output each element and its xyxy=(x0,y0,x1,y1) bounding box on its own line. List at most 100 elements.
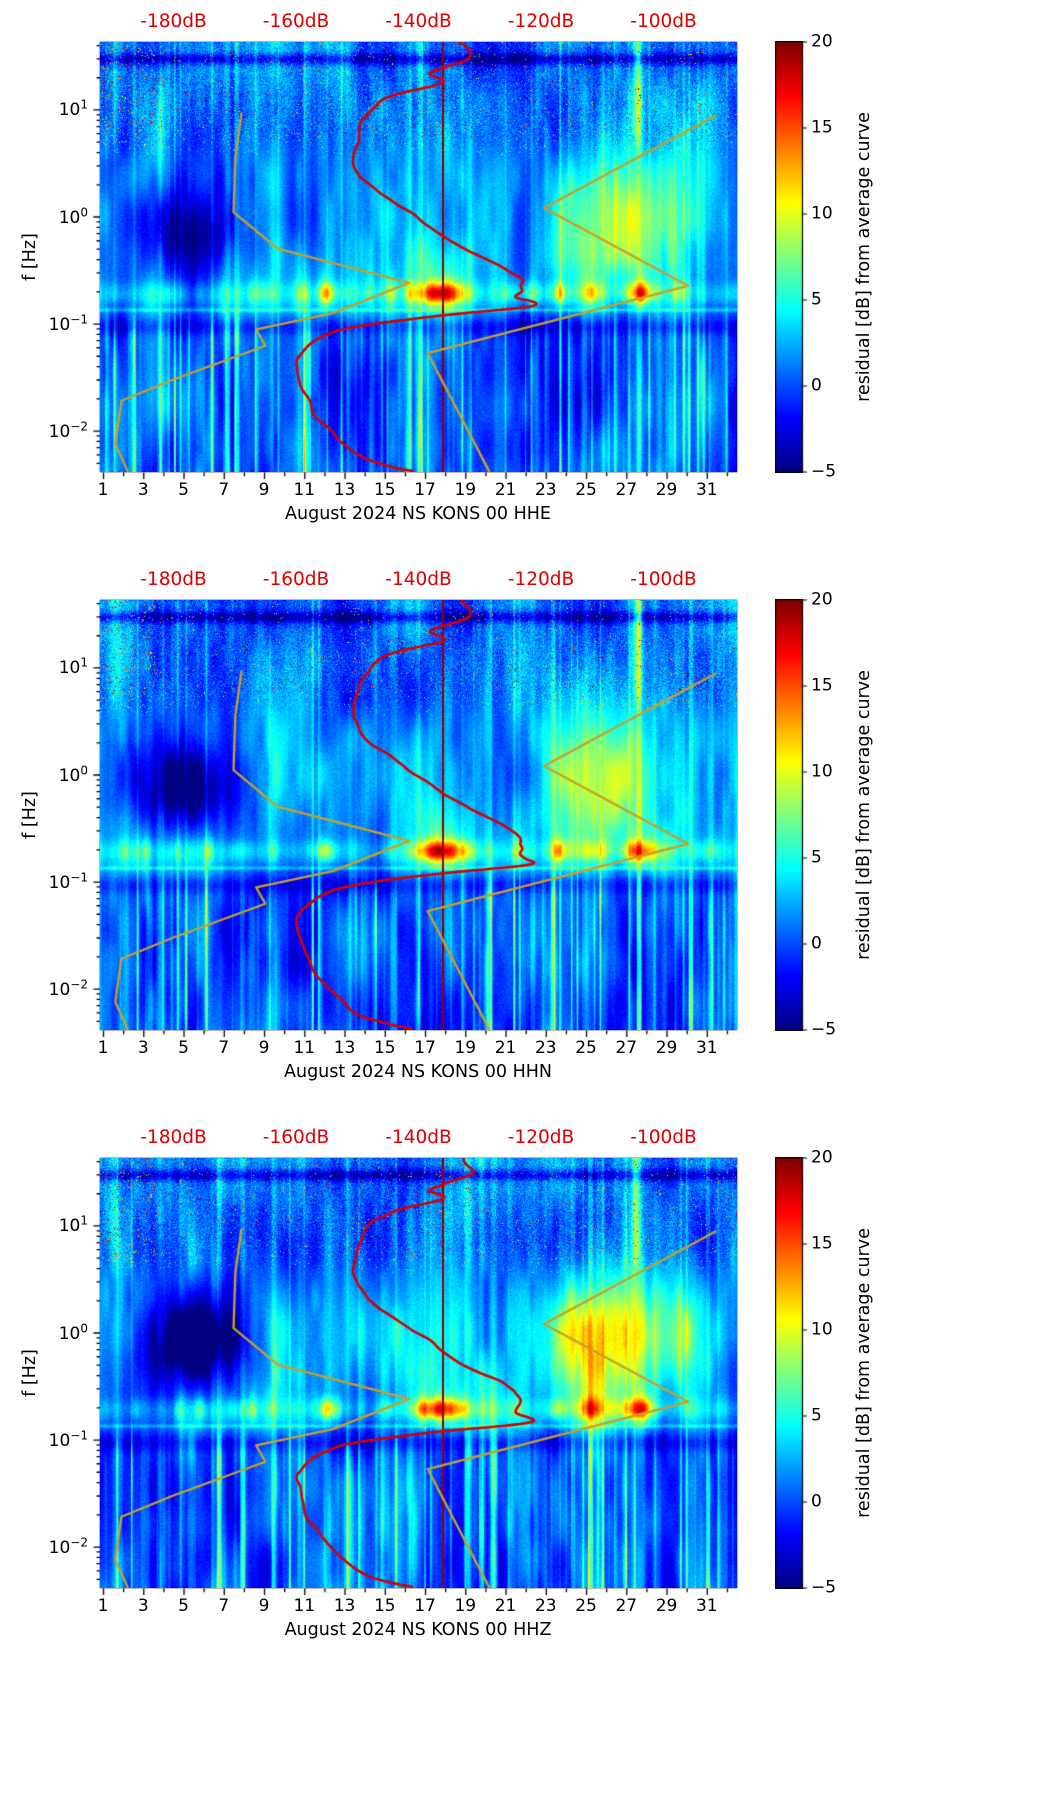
colorbar-gradient xyxy=(775,599,809,1031)
x-tick-label: 21 xyxy=(494,1038,517,1058)
x-tick-label: 29 xyxy=(655,480,678,500)
x-tick-label: 31 xyxy=(695,1038,718,1058)
colorbar-tick-label: 0 xyxy=(811,375,822,396)
top-db-tick-label: -140dB xyxy=(385,11,452,32)
y-tick-label: 100 xyxy=(58,204,88,228)
colorbar-tick-label: −5 xyxy=(811,1019,837,1040)
x-tick-label: 21 xyxy=(494,1596,517,1616)
y-tick-label: 10−2 xyxy=(48,418,88,442)
spectrogram-heatmap xyxy=(100,600,737,1030)
x-tick-label: 5 xyxy=(178,1038,189,1058)
x-tick-label: 25 xyxy=(575,1038,597,1058)
colorbar-label: residual [dB] from average curve xyxy=(854,670,874,960)
x-tick-label: 7 xyxy=(218,1596,230,1616)
colorbar-tick-label: 20 xyxy=(811,31,833,52)
x-tick-label: 17 xyxy=(414,1596,436,1616)
colorbar-tick-label: 0 xyxy=(811,1491,822,1512)
colorbar-tick-label: 10 xyxy=(811,1319,833,1340)
y-tick-label: 100 xyxy=(58,762,88,786)
x-tick-label: 11 xyxy=(293,1038,316,1058)
y-tick-label: 10−1 xyxy=(48,311,88,335)
colorbar-tick-label: 5 xyxy=(811,847,822,868)
x-tick-label: 25 xyxy=(575,1596,597,1616)
top-db-tick-label: -100dB xyxy=(630,11,697,32)
y-tick-label: 101 xyxy=(58,97,88,121)
x-tick-label: 13 xyxy=(333,1038,356,1058)
x-axis-label: August 2024 NS KONS 00 HHN xyxy=(284,1062,552,1082)
colorbar-tick-label: 15 xyxy=(811,1233,833,1254)
y-tick-label: 10−1 xyxy=(48,1427,88,1451)
x-tick-label: 11 xyxy=(293,480,316,500)
x-tick-label: 29 xyxy=(655,1038,678,1058)
colorbar-tick-label: 5 xyxy=(811,1405,822,1426)
colorbar-tick-label: 10 xyxy=(811,203,833,224)
y-axis-label: f [Hz] xyxy=(20,233,40,281)
colorbar-gradient xyxy=(775,1157,809,1589)
colorbar-tick-label: 15 xyxy=(811,675,833,696)
colorbar-tick-label: 10 xyxy=(811,761,833,782)
top-db-tick-label: -160dB xyxy=(262,1127,330,1148)
x-tick-label: 19 xyxy=(454,1596,477,1616)
top-db-tick-label: -120dB xyxy=(507,1127,575,1148)
x-tick-label: 29 xyxy=(655,1596,678,1616)
y-tick-label: 100 xyxy=(58,1320,88,1344)
y-tick-label: 10−2 xyxy=(48,1534,88,1558)
colorbar-tick-label: 5 xyxy=(811,289,822,310)
x-tick-label: 15 xyxy=(373,480,396,500)
y-tick-label: 10−2 xyxy=(48,976,88,1000)
x-tick-label: 23 xyxy=(534,1038,557,1058)
top-db-tick-label: -120dB xyxy=(507,11,575,32)
top-db-tick-label: -180dB xyxy=(140,1127,207,1148)
x-tick-label: 7 xyxy=(218,480,230,500)
top-db-tick-label: -160dB xyxy=(262,569,330,590)
x-tick-label: 9 xyxy=(258,1596,270,1616)
x-tick-label: 27 xyxy=(615,480,638,500)
x-tick-label: 1 xyxy=(97,1596,109,1616)
colorbar-tick-label: 20 xyxy=(811,589,833,610)
x-tick-label: 3 xyxy=(137,1596,149,1616)
top-db-tick-label: -140dB xyxy=(385,1127,452,1148)
x-tick-label: 15 xyxy=(373,1038,396,1058)
y-tick-label: 10−1 xyxy=(48,869,88,893)
colorbar-tick-label: 0 xyxy=(811,933,822,954)
x-tick-label: 5 xyxy=(178,480,189,500)
colorbar-tick-label: 15 xyxy=(811,117,833,138)
x-tick-label: 3 xyxy=(137,1038,149,1058)
x-tick-label: 13 xyxy=(333,480,356,500)
x-tick-label: 13 xyxy=(333,1596,356,1616)
x-tick-label: 9 xyxy=(258,480,270,500)
y-axis-label: f [Hz] xyxy=(20,1349,40,1397)
colorbar-tick-label: −5 xyxy=(811,1577,837,1598)
x-tick-label: 5 xyxy=(178,1596,189,1616)
x-tick-label: 11 xyxy=(293,1596,316,1616)
y-axis-label: f [Hz] xyxy=(20,791,40,839)
x-tick-label: 3 xyxy=(137,480,149,500)
colorbar-tick-label: −5 xyxy=(811,461,837,482)
top-db-tick-label: -120dB xyxy=(507,569,575,590)
spectrogram-heatmap xyxy=(100,42,737,472)
x-axis-label: August 2024 NS KONS 00 HHE xyxy=(285,504,551,524)
top-db-tick-label: -160dB xyxy=(262,11,330,32)
colorbar-label: residual [dB] from average curve xyxy=(854,1228,874,1518)
colorbar-tick-label: 20 xyxy=(811,1147,833,1168)
colorbar-gradient xyxy=(775,41,809,473)
x-tick-label: 25 xyxy=(575,480,597,500)
x-tick-label: 19 xyxy=(454,1038,477,1058)
colorbar-label: residual [dB] from average curve xyxy=(854,112,874,402)
x-tick-label: 7 xyxy=(218,1038,230,1058)
x-tick-label: 23 xyxy=(534,1596,557,1616)
x-tick-label: 17 xyxy=(414,480,436,500)
x-tick-label: 15 xyxy=(373,1596,396,1616)
x-tick-label: 31 xyxy=(695,480,718,500)
y-tick-label: 101 xyxy=(58,1213,88,1237)
x-axis-label: August 2024 NS KONS 00 HHZ xyxy=(284,1620,552,1640)
x-tick-label: 17 xyxy=(414,1038,436,1058)
top-db-tick-label: -180dB xyxy=(140,569,207,590)
x-tick-label: 9 xyxy=(258,1038,270,1058)
top-db-tick-label: -140dB xyxy=(385,569,452,590)
top-db-tick-label: -100dB xyxy=(630,569,697,590)
x-tick-label: 1 xyxy=(97,1038,109,1058)
